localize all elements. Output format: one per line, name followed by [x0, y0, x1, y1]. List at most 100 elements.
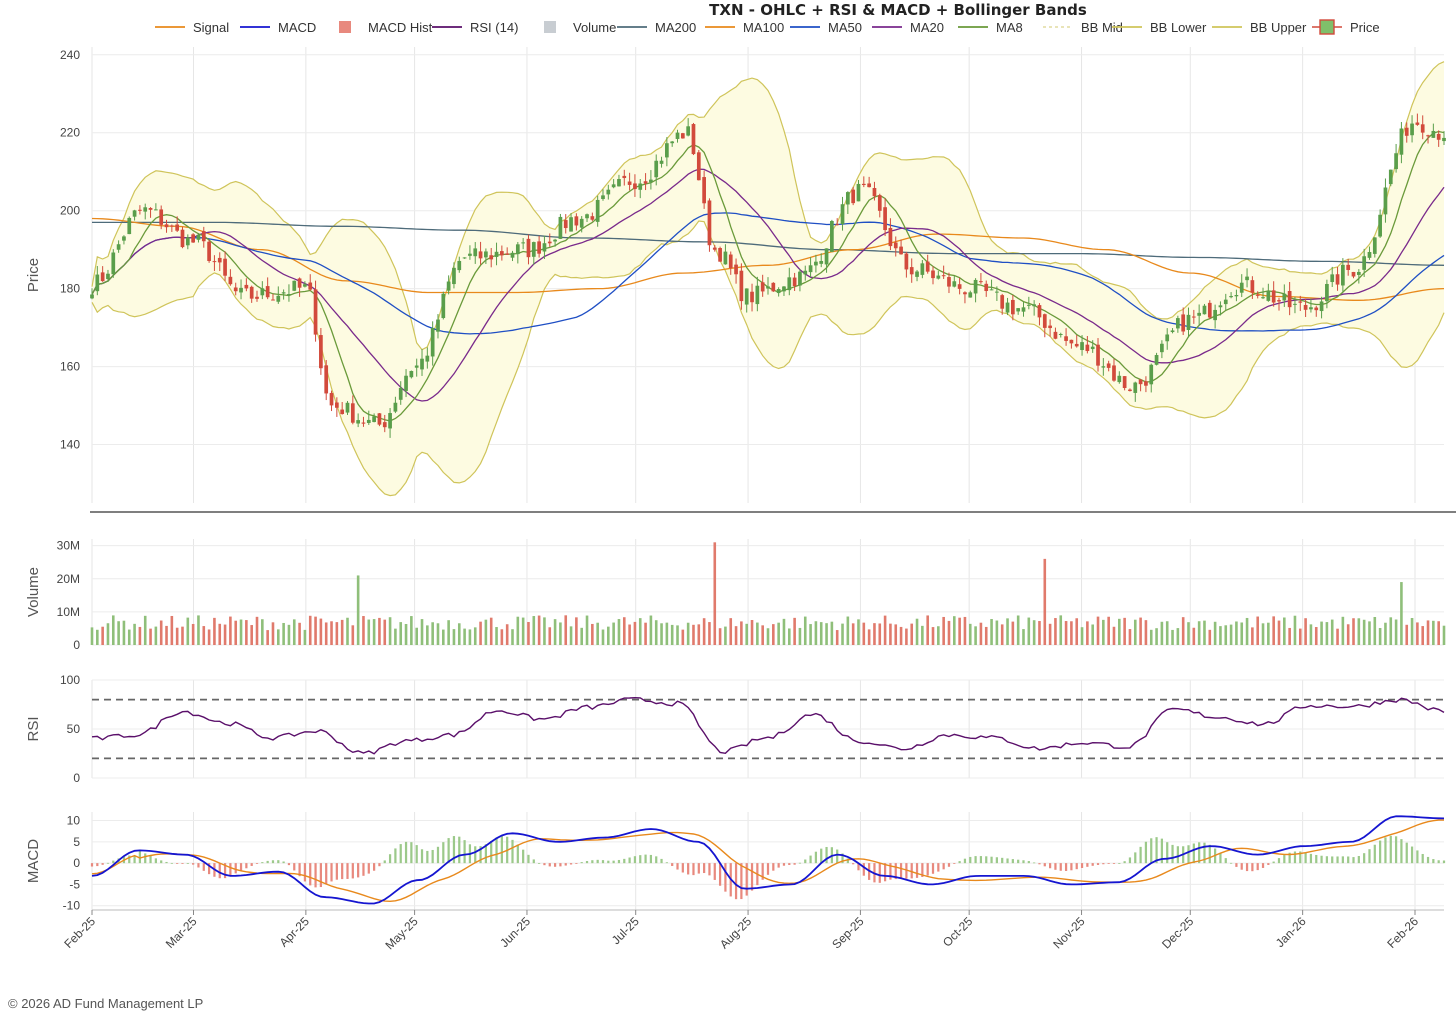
candle-body — [138, 209, 142, 211]
macd-hist-bar — [862, 863, 865, 876]
macd-hist-bar — [899, 863, 903, 879]
macd-hist-bar — [239, 863, 243, 871]
volume-bar — [724, 626, 727, 645]
volume-bar — [1352, 618, 1355, 645]
volume-bar — [750, 620, 754, 645]
candle-body — [803, 270, 808, 275]
macd-hist-bar — [1001, 857, 1004, 864]
y-axis-title: Volume — [25, 567, 42, 617]
x-tick-label: May-25 — [383, 914, 421, 952]
volume-bar — [883, 615, 887, 645]
macd-hist-bar — [426, 850, 429, 864]
candle-body — [100, 272, 105, 282]
volume-bar — [814, 621, 818, 645]
macd-hist-bar — [958, 861, 961, 864]
volume-bar — [1283, 617, 1286, 645]
volume-bar — [154, 626, 158, 645]
volume-bar — [953, 616, 956, 645]
macd-hist-bar — [1426, 856, 1430, 864]
volume-bar — [1437, 621, 1440, 645]
macd-hist-bar — [357, 863, 360, 878]
candle-body — [877, 195, 882, 211]
candle-body — [1223, 299, 1228, 305]
candle-body — [915, 271, 919, 277]
volume-bar — [202, 626, 206, 645]
candle-body — [558, 216, 563, 239]
candle-body — [1372, 237, 1377, 254]
candle-body — [228, 276, 233, 285]
macd-hist-bar — [293, 863, 296, 871]
volume-bar — [1368, 621, 1371, 645]
copyright-credit: © 2026 AD Fund Management LP — [8, 996, 204, 1011]
volume-bar — [676, 625, 679, 645]
macd-hist-bar — [564, 863, 567, 866]
macd-hist-bar — [836, 849, 839, 864]
candle-body — [979, 281, 983, 283]
candle-body — [1388, 169, 1393, 185]
legend-item: MA100 — [705, 20, 784, 35]
x-tick-label: Mar-25 — [163, 914, 200, 951]
macd-hist-bar — [431, 849, 434, 864]
macd-hist-bar — [766, 863, 770, 875]
volume-bar — [543, 617, 546, 645]
x-tick-label: Jan-26 — [1273, 914, 1309, 950]
macd-hist-bar — [1128, 857, 1132, 864]
candle-body — [164, 224, 169, 228]
candle-body — [116, 244, 121, 250]
volume-bar — [1251, 627, 1254, 645]
macd-hist-bar — [777, 863, 780, 868]
volume-bar — [335, 622, 339, 645]
candle-body — [478, 251, 483, 259]
volume-bar — [149, 628, 152, 645]
macd-line — [91, 815, 1445, 905]
macd-hist-bar — [362, 863, 365, 876]
candle-body — [1176, 318, 1180, 329]
volume-bar — [766, 628, 770, 645]
macd-hist-bar — [905, 863, 908, 879]
volume-bar — [1208, 629, 1212, 645]
volume-bar — [303, 629, 307, 645]
candle-body — [792, 277, 797, 286]
volume-bar — [793, 617, 796, 645]
candle-body — [1346, 264, 1351, 270]
macd-hist-bar — [1421, 853, 1424, 864]
legend-item: MACD Hist — [339, 20, 433, 35]
candle-body — [1415, 122, 1420, 125]
legend-label: Volume — [573, 20, 616, 35]
ma200-line — [92, 221, 1445, 266]
candle-body — [617, 179, 621, 187]
volume-bar — [654, 620, 658, 645]
macd-hist-bar — [144, 853, 147, 864]
macd-hist-bar — [1363, 853, 1366, 864]
candle-body — [643, 181, 648, 184]
macd-hist-bar — [921, 863, 924, 877]
volume-bar — [521, 617, 525, 645]
candle-body — [340, 409, 345, 415]
macd-hist-bar — [969, 856, 972, 864]
candle-body — [936, 275, 941, 279]
volume-bar — [921, 625, 924, 645]
volume-bar — [292, 619, 296, 645]
macd-hist-bar — [990, 856, 993, 864]
volume-bar — [90, 627, 94, 645]
volume-bar — [1091, 624, 1094, 645]
macd-hist-bar — [782, 863, 786, 866]
y-tick-label: 0 — [73, 856, 80, 870]
volume-bar — [1240, 622, 1244, 645]
macd-hist-bar — [522, 849, 525, 864]
legend-label: Price — [1350, 20, 1380, 35]
macd-hist-bar — [761, 863, 764, 880]
volume-bar — [575, 617, 578, 645]
macd-hist-bar — [846, 858, 849, 864]
volume-bar — [372, 619, 376, 645]
ma50-line — [91, 212, 1445, 335]
macd-hist-bar — [623, 858, 626, 864]
y-tick-label: 10M — [57, 605, 80, 619]
candle-body — [1207, 302, 1212, 318]
volume-bar — [1133, 619, 1137, 645]
candle-body — [611, 184, 616, 188]
y-axis-title: MACD — [25, 839, 42, 883]
volume-bar — [1288, 627, 1291, 645]
volume-bar — [857, 619, 860, 645]
